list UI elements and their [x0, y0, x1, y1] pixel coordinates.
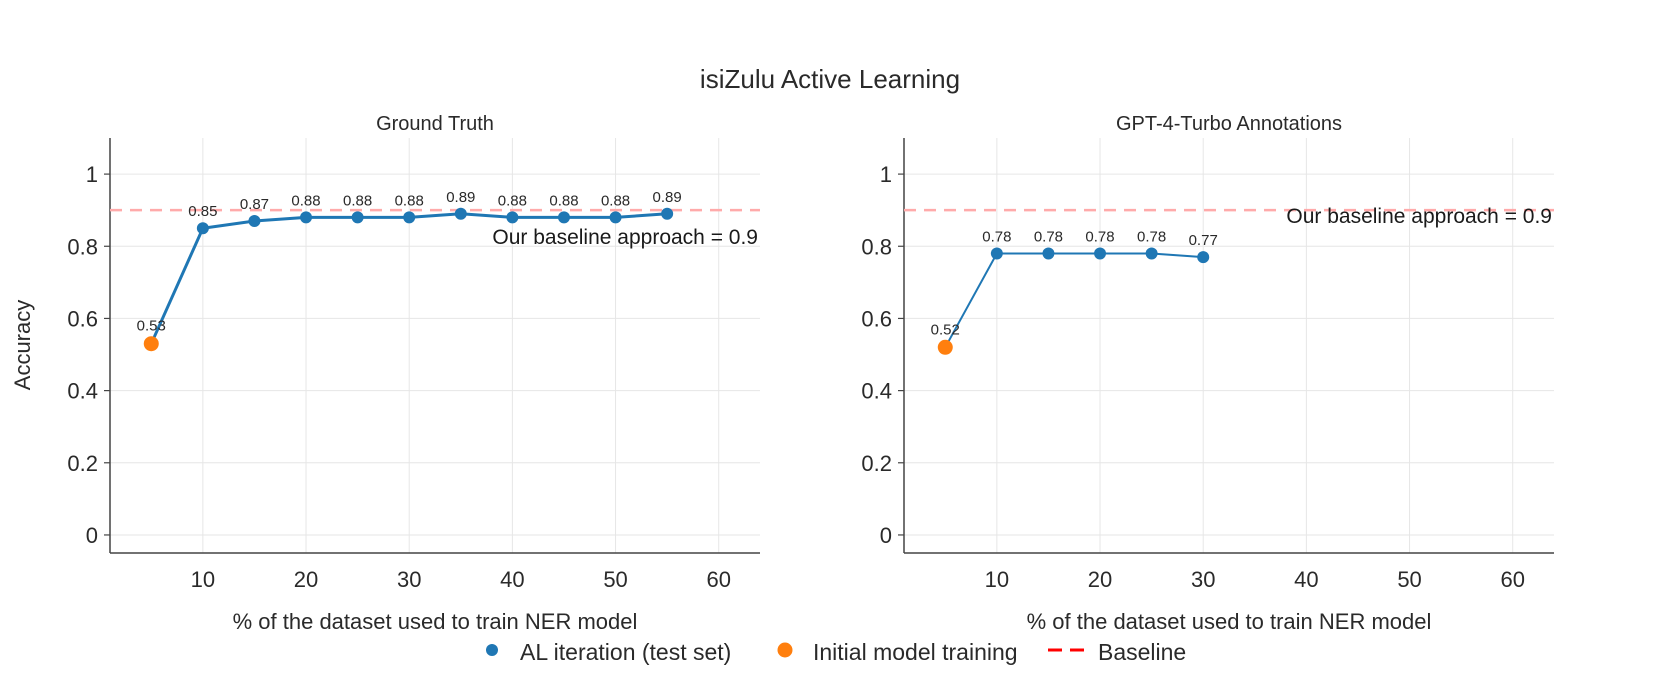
y-tick-label: 1 — [880, 162, 892, 187]
al-point — [1094, 247, 1107, 260]
x-tick-label: 30 — [397, 567, 421, 592]
al-point — [351, 211, 364, 224]
y-tick-label: 1 — [86, 162, 98, 187]
data-label: 0.78 — [982, 228, 1011, 245]
x-tick-label: 40 — [500, 567, 524, 592]
al-point — [300, 211, 313, 224]
data-label: 0.88 — [549, 192, 578, 209]
y-tick-label: 0.2 — [67, 451, 98, 476]
legend-marker-al — [486, 644, 498, 656]
panel-ground-truth: Ground Truth 0 0.2 0.4 0.6 0.8 1 10 20 30 40 50 60 % … — [67, 113, 760, 634]
y-tick-label: 0.2 — [861, 451, 892, 476]
data-label: 0.87 — [240, 196, 269, 213]
data-label: 0.88 — [395, 192, 424, 209]
al-point — [506, 211, 519, 224]
al-point — [248, 215, 261, 227]
al-point — [609, 211, 622, 224]
subplot-title: GPT-4-Turbo Annotations — [1116, 113, 1342, 135]
x-tick-label: 60 — [706, 567, 730, 592]
x-tick-label: 40 — [1294, 567, 1318, 592]
y-tick-label: 0.6 — [67, 306, 98, 331]
y-axis-label: Accuracy — [10, 300, 35, 390]
al-point — [1042, 247, 1055, 260]
data-label: 0.88 — [498, 192, 527, 209]
legend-label-initial: Initial model training — [813, 639, 1018, 665]
legend-label-al: AL iteration (test set) — [520, 639, 731, 665]
al-series-line — [944, 252, 1204, 348]
y-tick-label: 0.4 — [861, 379, 892, 404]
al-point — [196, 222, 209, 235]
data-label: 0.78 — [1085, 228, 1114, 245]
x-axis-label: % of the dataset used to train NER model — [233, 609, 638, 634]
al-point — [1145, 247, 1158, 260]
baseline-annotation: Our baseline approach = 0.9 — [1286, 205, 1552, 228]
al-point — [403, 211, 416, 224]
y-tick-label: 0.8 — [67, 234, 98, 259]
data-label: 0.88 — [343, 192, 372, 209]
baseline-annotation: Our baseline approach = 0.9 — [492, 226, 758, 249]
legend-label-baseline: Baseline — [1098, 639, 1186, 665]
panel-gpt4-turbo: GPT-4-Turbo Annotations 0 0.2 0.4 0.6 0.8 1 10 2… — [861, 113, 1554, 634]
subplot-title: Ground Truth — [376, 113, 494, 135]
initial-point — [937, 339, 953, 355]
al-point — [1197, 251, 1210, 264]
initial-data-label: 0.53 — [137, 318, 166, 335]
legend-marker-initial — [777, 642, 793, 658]
y-tick-label: 0.8 — [861, 234, 892, 259]
al-point — [454, 207, 467, 220]
al-point — [557, 211, 570, 224]
initial-point — [143, 336, 159, 352]
x-tick-label: 20 — [294, 567, 318, 592]
data-label: 0.77 — [1189, 232, 1218, 249]
y-tick-label: 0.6 — [861, 306, 892, 331]
data-label: 0.85 — [188, 203, 217, 220]
al-point — [990, 247, 1003, 260]
x-tick-label: 50 — [603, 567, 627, 592]
data-label: 0.88 — [291, 192, 320, 209]
y-tick-label: 0.4 — [67, 379, 98, 404]
legend: AL iteration (test set) Initial model tra… — [486, 639, 1186, 665]
x-tick-label: 50 — [1397, 567, 1421, 592]
y-tick-label: 0 — [880, 523, 892, 548]
data-label: 0.89 — [653, 189, 682, 206]
x-tick-label: 10 — [985, 567, 1009, 592]
y-tick-label: 0 — [86, 523, 98, 548]
x-tick-label: 30 — [1191, 567, 1215, 592]
data-label: 0.88 — [601, 192, 630, 209]
x-tick-label: 60 — [1500, 567, 1524, 592]
al-point — [661, 207, 674, 220]
x-tick-label: 20 — [1088, 567, 1112, 592]
x-tick-label: 10 — [191, 567, 215, 592]
x-axis-label: % of the dataset used to train NER model — [1027, 609, 1432, 634]
data-label: 0.78 — [1137, 228, 1166, 245]
data-label: 0.89 — [446, 189, 475, 206]
data-label: 0.78 — [1034, 228, 1063, 245]
figure-title: isiZulu Active Learning — [700, 64, 960, 94]
initial-data-label: 0.52 — [931, 321, 960, 338]
